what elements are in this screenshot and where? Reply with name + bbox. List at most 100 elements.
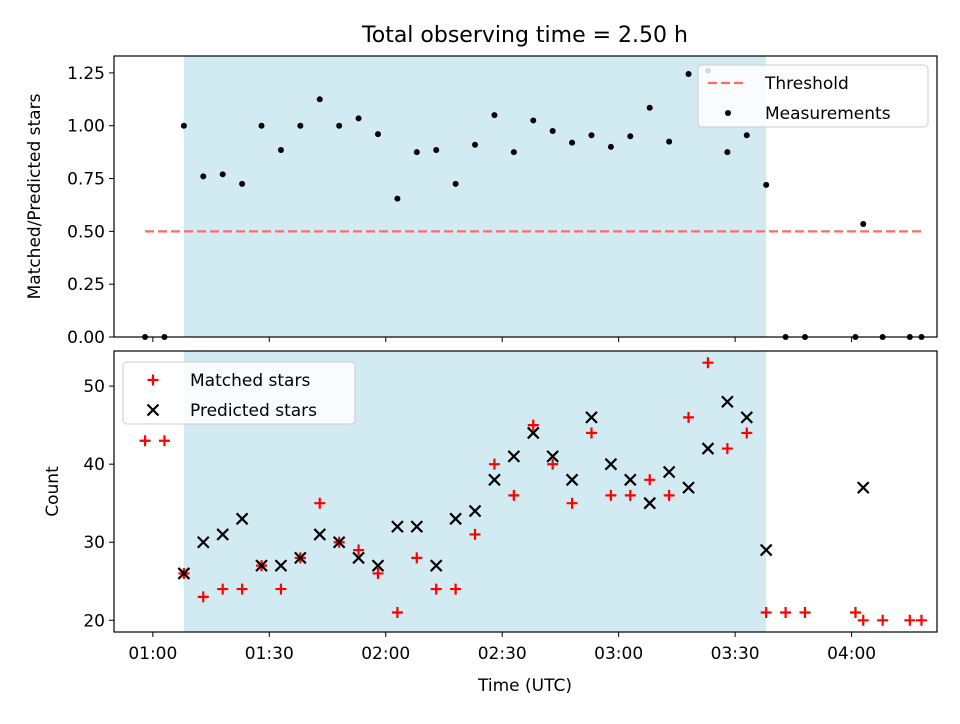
x-tick-label: 03:00 xyxy=(594,644,643,664)
legend-marker xyxy=(725,110,731,116)
data-point xyxy=(565,473,579,487)
data-point xyxy=(374,131,381,138)
x-axis-label: Time (UTC) xyxy=(477,676,572,696)
data-point xyxy=(627,133,634,140)
y-axis-label: Matched/Predicted stars xyxy=(25,93,45,299)
data-point xyxy=(763,181,770,188)
data-point xyxy=(569,139,576,146)
y-tick-label: 1.25 xyxy=(67,64,105,84)
data-point xyxy=(258,122,265,129)
legend-box xyxy=(697,64,929,128)
data-point xyxy=(508,489,520,501)
legend-marker xyxy=(147,374,159,386)
y-tick-label: 1.00 xyxy=(67,117,105,137)
data-point xyxy=(856,481,870,494)
data-point xyxy=(355,115,362,122)
data-point xyxy=(277,147,284,154)
data-point xyxy=(721,443,733,455)
data-point xyxy=(799,606,811,618)
y-tick-label: 30 xyxy=(83,533,105,553)
chart-title: Total observing time = 2.50 h xyxy=(361,23,688,48)
data-point xyxy=(488,473,501,487)
data-point xyxy=(549,128,556,135)
legend: Matched stars Predicted stars xyxy=(122,361,356,425)
legend-marker xyxy=(146,403,160,417)
x-tick-label: 02:30 xyxy=(478,644,527,664)
data-point xyxy=(530,117,537,124)
data-point xyxy=(332,535,346,549)
data-point xyxy=(585,427,597,439)
legend-label: Predicted stars xyxy=(190,401,317,421)
data-point xyxy=(488,458,500,470)
data-point xyxy=(316,96,323,103)
data-point xyxy=(760,606,772,618)
count-panel: 20 30 40 50 01:00 01:30 02:00 02:30 03:00 03:30 04… xyxy=(43,350,938,664)
y-tick-label: 0.25 xyxy=(67,275,105,295)
y-tick-label: 40 xyxy=(83,455,105,475)
data-point xyxy=(371,559,385,572)
legend-label: Matched stars xyxy=(190,371,310,391)
data-point xyxy=(644,474,656,486)
data-point xyxy=(394,195,401,202)
data-point xyxy=(452,180,459,187)
data-point xyxy=(682,481,695,494)
data-point xyxy=(372,567,384,579)
x-tick-label: 04:00 xyxy=(827,644,876,664)
data-point xyxy=(624,489,636,501)
data-point xyxy=(197,591,209,603)
y-tick-label: 0.00 xyxy=(67,328,105,348)
y-tick-label: 0.75 xyxy=(67,170,105,190)
data-point xyxy=(877,614,889,626)
data-point xyxy=(197,535,210,549)
data-point xyxy=(685,70,692,77)
data-point xyxy=(743,132,750,139)
x-tick-label: 03:30 xyxy=(711,644,760,664)
data-point xyxy=(724,149,731,156)
data-point xyxy=(235,512,249,526)
data-point xyxy=(352,551,365,565)
data-point xyxy=(915,614,927,626)
data-point xyxy=(741,427,753,439)
data-point xyxy=(469,528,481,540)
data-point xyxy=(429,559,443,572)
data-point xyxy=(274,559,288,572)
data-point xyxy=(410,520,424,533)
data-point xyxy=(701,442,715,455)
data-point xyxy=(546,450,559,463)
data-point xyxy=(526,426,540,440)
data-point xyxy=(605,489,617,501)
legend-label: Measurements xyxy=(765,104,891,124)
data-point xyxy=(200,173,207,180)
data-point xyxy=(904,614,916,626)
data-point xyxy=(413,149,420,156)
axes-frame xyxy=(113,350,938,633)
data-point xyxy=(507,450,521,463)
data-point xyxy=(740,411,754,424)
ratio-panel: 0.00 0.25 0.50 0.75 1.00 1.25 Matched/Predicte… xyxy=(25,55,938,348)
data-point xyxy=(433,147,440,154)
data-point xyxy=(643,496,657,510)
data-point xyxy=(216,528,229,541)
data-point xyxy=(646,104,653,111)
data-point xyxy=(336,122,343,129)
data-point xyxy=(780,606,792,618)
data-point xyxy=(683,411,695,423)
data-point xyxy=(239,180,246,187)
data-point xyxy=(547,458,559,470)
data-point xyxy=(180,122,187,129)
x-tick-label: 02:00 xyxy=(361,644,410,664)
legend: Threshold Measurements xyxy=(697,64,929,128)
data-point xyxy=(177,567,191,580)
series-predicted-stars xyxy=(177,395,870,580)
data-point xyxy=(217,583,229,595)
data-point xyxy=(860,220,867,227)
data-point xyxy=(472,141,479,148)
data-point xyxy=(588,132,595,139)
data-point xyxy=(391,606,403,618)
data-point xyxy=(721,395,734,409)
y-tick-label: 50 xyxy=(83,377,105,397)
data-point xyxy=(662,465,676,479)
series-measurements xyxy=(142,67,925,340)
